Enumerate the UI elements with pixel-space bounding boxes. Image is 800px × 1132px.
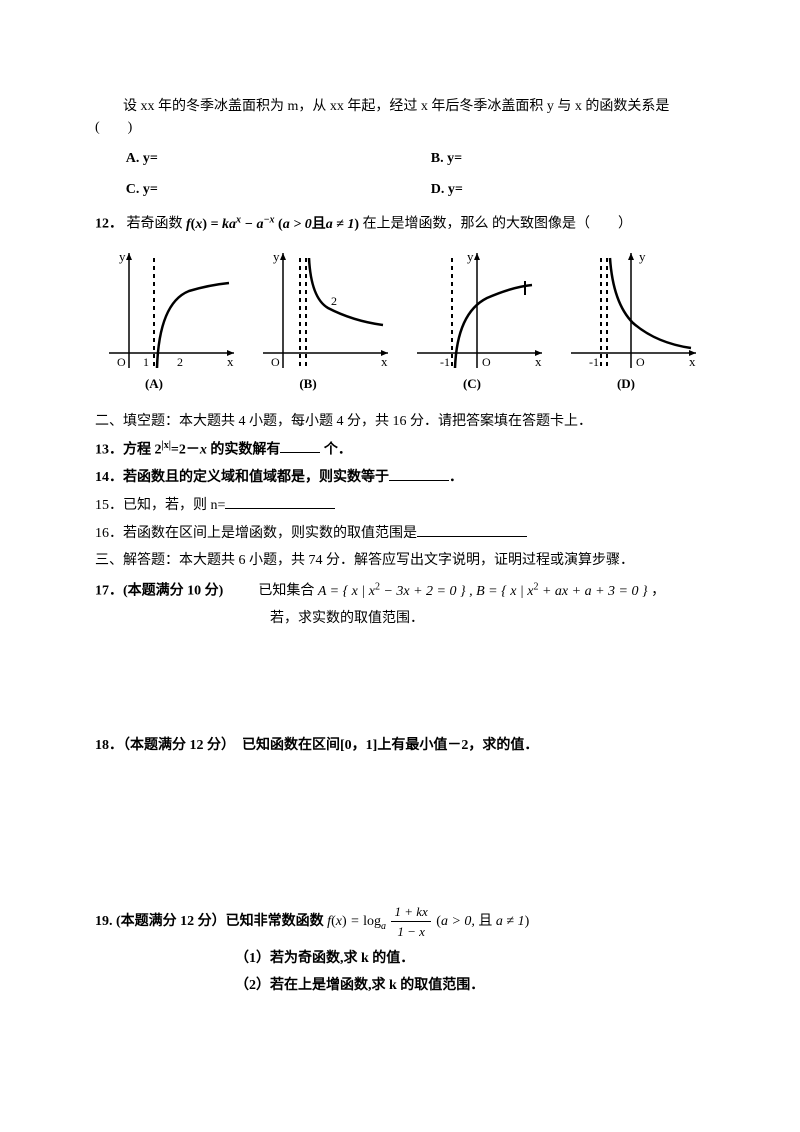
graph-A[interactable]: y x O 1 2 (A): [99, 243, 239, 393]
q17-setA: A = { x | x2 − 3x + 2 = 0 } ,: [318, 584, 476, 599]
q16-text: 16．若函数在区间上是增函数，则实数的取值范围是: [95, 526, 417, 541]
q18: 18．（本题满分 12 分） 已知函数在区间[0，1]上有最小值－2，求的值．: [95, 735, 705, 756]
svg-text:y: y: [467, 249, 474, 264]
svg-text:(C): (C): [463, 376, 481, 391]
spacer: [95, 784, 705, 894]
svg-text:-1: -1: [440, 355, 450, 369]
q13-sup: |x|: [162, 440, 171, 451]
q13-unit: 个．: [320, 442, 352, 457]
q12-formula: f(x) = kax − a−x (a > 0且a ≠ 1): [186, 217, 363, 232]
q13: 13．方程 2|x|=2－x 的实数解有 个．: [95, 438, 705, 461]
svg-text:2: 2: [331, 294, 337, 308]
q17: 17．(本题满分 10 分) 已知集合 A = { x | x2 − 3x + …: [95, 579, 705, 629]
svg-text:x: x: [535, 354, 542, 369]
q17-lead: 已知集合: [258, 584, 318, 599]
q14-text: 14．若函数且的定义域和值域都是，则实数等于: [95, 470, 389, 485]
q16: 16．若函数在区间上是增函数，则实数的取值范围是: [95, 522, 705, 544]
q19: 19. (本题满分 12 分）已知非常数函数 f(x) = loga 1 + k…: [95, 902, 705, 996]
q15-blank[interactable]: [225, 494, 335, 509]
q18-text: 18．（本题满分 12 分） 已知函数在区间[0，1]上有最小值－2，求的值．: [95, 735, 705, 756]
option-C[interactable]: C. y=: [95, 179, 400, 200]
svg-text:O: O: [482, 355, 491, 369]
svg-text:O: O: [117, 355, 126, 369]
q19-sub1: （1）若为奇函数,求 k 的值．: [95, 948, 705, 969]
graph-C[interactable]: y x O -1 (C): [407, 243, 547, 393]
graph-B[interactable]: y x O 2 (B): [253, 243, 393, 393]
q14-blank[interactable]: [389, 466, 449, 481]
svg-text:(B): (B): [299, 376, 316, 391]
q12: 12． 若奇函数 f(x) = kax − a−x (a > 0且a ≠ 1) …: [95, 212, 705, 235]
option-D[interactable]: D. y=: [400, 179, 705, 200]
q19-sub2: （2）若在上是增函数,求 k 的取值范围．: [95, 975, 705, 996]
q11-options: A. y= B. y= C. y= D. y=: [95, 148, 705, 200]
option-B[interactable]: B. y=: [400, 148, 705, 169]
svg-text:x: x: [689, 354, 696, 369]
q17-head: 17．(本题满分 10 分): [95, 584, 223, 599]
q13-mid: =2－: [171, 442, 200, 457]
q14-tail: ．: [449, 470, 463, 485]
svg-text:x: x: [381, 354, 388, 369]
q13-tail: 的实数解有: [207, 442, 281, 457]
q12-lead: 若奇函数: [127, 217, 187, 232]
q17-setB: B = { x | x2 + ax + a + 3 = 0 }: [476, 584, 651, 599]
svg-text:y: y: [639, 249, 646, 264]
q15: 15．已知，若，则 n=: [95, 494, 705, 516]
q16-blank[interactable]: [417, 522, 527, 537]
q13-blank[interactable]: [280, 438, 320, 453]
q12-number: 12．: [95, 217, 123, 232]
option-A[interactable]: A. y=: [95, 148, 400, 169]
svg-text:x: x: [227, 354, 234, 369]
graph-D[interactable]: y x O -1 (D): [561, 243, 701, 393]
q14: 14．若函数且的定义域和值域都是，则实数等于 ．: [95, 466, 705, 488]
q19-formula: f(x) = loga 1 + kx1 − x (a > 0, 且 a ≠ 1): [327, 914, 529, 929]
q19-lead: 19. (本题满分 12 分）已知非常数函数: [95, 914, 327, 929]
svg-text:y: y: [273, 249, 280, 264]
q12-graphs: y x O 1 2 (A) y x O 2 (B): [95, 243, 705, 393]
q13-lead: 13．方程 2: [95, 442, 162, 457]
q12-tail: 在上是增函数，那么 的大致图像是（ ）: [363, 217, 633, 232]
svg-text:y: y: [119, 249, 126, 264]
q15-text: 15．已知，若，则 n=: [95, 498, 225, 513]
q17-line2: 若，求实数的取值范围．: [95, 608, 705, 629]
svg-text:-1: -1: [589, 355, 599, 369]
q11-stem: 设 xx 年的冬季冰盖面积为 m，从 xx 年起，经过 x 年后冬季冰盖面积 y…: [95, 96, 705, 138]
svg-text:O: O: [271, 355, 280, 369]
section-2-heading: 二、填空题：本大题共 4 小题，每小题 4 分，共 16 分．请把答案填在答题卡…: [95, 411, 705, 432]
svg-text:1: 1: [143, 355, 149, 369]
svg-text:O: O: [636, 355, 645, 369]
svg-text:(D): (D): [617, 376, 635, 391]
svg-text:(A): (A): [145, 376, 163, 391]
spacer: [95, 657, 705, 727]
q13-x: x: [200, 442, 207, 457]
section-3-heading: 三、解答题：本大题共 6 小题，共 74 分．解答应写出文字说明，证明过程或演算…: [95, 550, 705, 571]
svg-text:2: 2: [177, 355, 183, 369]
q17-comma: ，: [651, 584, 665, 599]
page-root: 设 xx 年的冬季冰盖面积为 m，从 xx 年起，经过 x 年后冬季冰盖面积 y…: [0, 0, 800, 1064]
